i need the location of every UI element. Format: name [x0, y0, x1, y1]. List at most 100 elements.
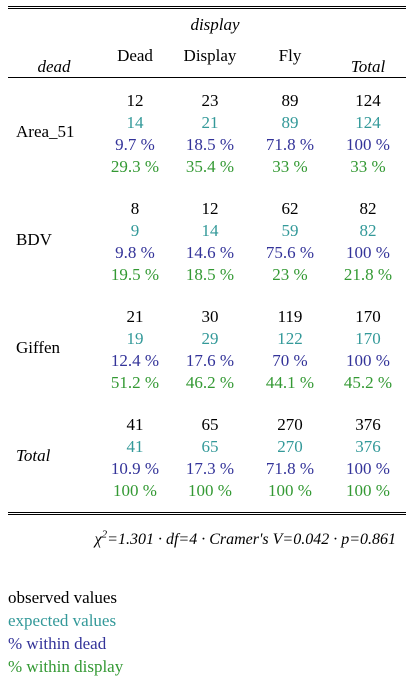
table-cell: 12 14 9.7 % 29.3 %	[100, 78, 170, 186]
table-cell: 89 89 71.8 % 33 %	[250, 78, 330, 186]
observed-value: 89	[281, 91, 299, 110]
expected-value: 270	[277, 437, 303, 456]
row-variable-header: dead	[37, 57, 71, 76]
table-cell: 8 9 9.8 % 19.5 %	[100, 186, 170, 294]
row-percent: 71.8 %	[265, 135, 315, 154]
table-cell: 170 170 100 % 45.2 %	[330, 294, 406, 402]
observed-value: 30	[201, 307, 219, 326]
observed-value: 270	[277, 415, 303, 434]
total-column-header: Total	[350, 57, 386, 76]
expected-value: 9	[130, 221, 140, 240]
table-cell: 376 376 100 % 100 %	[330, 402, 406, 510]
legend-observed: observed values	[8, 588, 118, 607]
expected-value: 65	[201, 437, 219, 456]
row-percent: 12.4 %	[110, 351, 160, 370]
observed-value: 170	[355, 307, 381, 326]
observed-value: 41	[126, 415, 144, 434]
column-percent: 21.8 %	[343, 265, 393, 284]
row-percent: 71.8 %	[265, 459, 315, 478]
table-cell: 30 29 17.6 % 46.2 %	[170, 294, 250, 402]
table-row: Giffen 21 19 12.4 % 51.2 % 30 29 17.6 % 46.2 % 11…	[8, 294, 406, 402]
legend-row-percent: % within dead	[8, 634, 107, 653]
column-percent: 100 %	[346, 481, 390, 500]
table-cell: 82 82 100 % 21.8 %	[330, 186, 406, 294]
expected-value: 59	[281, 221, 299, 240]
observed-value: 82	[359, 199, 377, 218]
row-label: BDV	[16, 230, 52, 249]
observed-value: 12	[201, 199, 219, 218]
table-cell: 23 21 18.5 % 35.4 %	[170, 78, 250, 186]
row-percent: 100 %	[346, 135, 390, 154]
chi-symbol: χ	[94, 531, 102, 548]
column-percent: 29.3 %	[110, 157, 160, 176]
expected-value: 170	[355, 329, 381, 348]
row-percent: 9.8 %	[115, 243, 155, 262]
column-header-fly: Fly	[278, 46, 302, 65]
column-percent: 19.5 %	[110, 265, 160, 284]
row-percent: 70 %	[272, 351, 308, 370]
column-percent: 100 %	[268, 481, 312, 500]
table-cell: 124 124 100 % 33 %	[330, 78, 406, 186]
expected-value: 122	[277, 329, 303, 348]
row-percent: 18.5 %	[185, 135, 235, 154]
chi-exponent: 2	[101, 528, 108, 541]
column-percent: 33 %	[350, 157, 386, 176]
expected-value: 14	[126, 113, 144, 132]
expected-value: 89	[281, 113, 299, 132]
table-cell: 21 19 12.4 % 51.2 %	[100, 294, 170, 402]
observed-value: 12	[126, 91, 144, 110]
expected-value: 124	[355, 113, 381, 132]
expected-value: 376	[355, 437, 381, 456]
header-separator	[8, 77, 406, 78]
row-label: Total	[16, 446, 51, 465]
column-percent: 46.2 %	[185, 373, 235, 392]
observed-value: 62	[281, 199, 299, 218]
legend: observed values expected values % within…	[8, 586, 123, 678]
column-percent: 100 %	[113, 481, 157, 500]
crosstab-table: dead display Total Dead Display Fly Area…	[8, 6, 406, 510]
observed-value: 119	[277, 307, 303, 326]
table-row: Area_51 12 14 9.7 % 29.3 % 23 21 18.5 % 35.4 % 89…	[8, 78, 406, 186]
row-percent: 9.7 %	[115, 135, 155, 154]
legend-column-percent: % within display	[8, 657, 124, 676]
row-percent: 100 %	[346, 351, 390, 370]
table-cell: 119 122 70 % 44.1 %	[250, 294, 330, 402]
expected-value: 14	[201, 221, 219, 240]
expected-value: 19	[126, 329, 144, 348]
column-percent: 51.2 %	[110, 373, 160, 392]
table-cell: 65 65 17.3 % 100 %	[170, 402, 250, 510]
column-percent: 44.1 %	[265, 373, 315, 392]
row-percent: 17.6 %	[185, 351, 235, 370]
row-percent: 14.6 %	[185, 243, 235, 262]
bottom-double-rule	[8, 512, 406, 515]
table-cell: 12 14 14.6 % 18.5 %	[170, 186, 250, 294]
row-percent: 75.6 %	[265, 243, 315, 262]
column-header-display: Display	[183, 46, 237, 65]
top-double-rule	[8, 6, 406, 10]
observed-value: 65	[201, 415, 219, 434]
observed-value: 21	[126, 307, 144, 326]
legend-expected: expected values	[8, 611, 117, 630]
expected-value: 41	[126, 437, 144, 456]
column-variable-header: display	[190, 15, 240, 34]
observed-value: 23	[201, 91, 219, 110]
expected-value: 21	[201, 113, 219, 132]
column-percent: 35.4 %	[185, 157, 235, 176]
row-percent: 100 %	[346, 459, 390, 478]
table-cell: 62 59 75.6 % 23 %	[250, 186, 330, 294]
stats-text: =1.301 · df=4 · Cramer's V=0.042 · p=0.8…	[107, 531, 396, 548]
table-cell: 41 41 10.9 % 100 %	[100, 402, 170, 510]
column-percent: 45.2 %	[343, 373, 393, 392]
table-row: BDV 8 9 9.8 % 19.5 % 12 14 14.6 % 18.5 % 62 59 75.6…	[8, 186, 406, 294]
row-percent: 100 %	[346, 243, 390, 262]
table-row: Total 41 41 10.9 % 100 % 65 65 17.3 % 100 % 270 27…	[8, 402, 406, 510]
column-percent: 23 %	[272, 265, 308, 284]
observed-value: 124	[355, 91, 381, 110]
row-label: Area_51	[16, 122, 75, 141]
row-percent: 17.3 %	[185, 459, 235, 478]
observed-value: 376	[355, 415, 381, 434]
table-cell: 270 270 71.8 % 100 %	[250, 402, 330, 510]
expected-value: 29	[201, 329, 219, 348]
column-percent: 100 %	[188, 481, 232, 500]
crosstab-container: dead display Total Dead Display Fly Area…	[8, 6, 406, 555]
